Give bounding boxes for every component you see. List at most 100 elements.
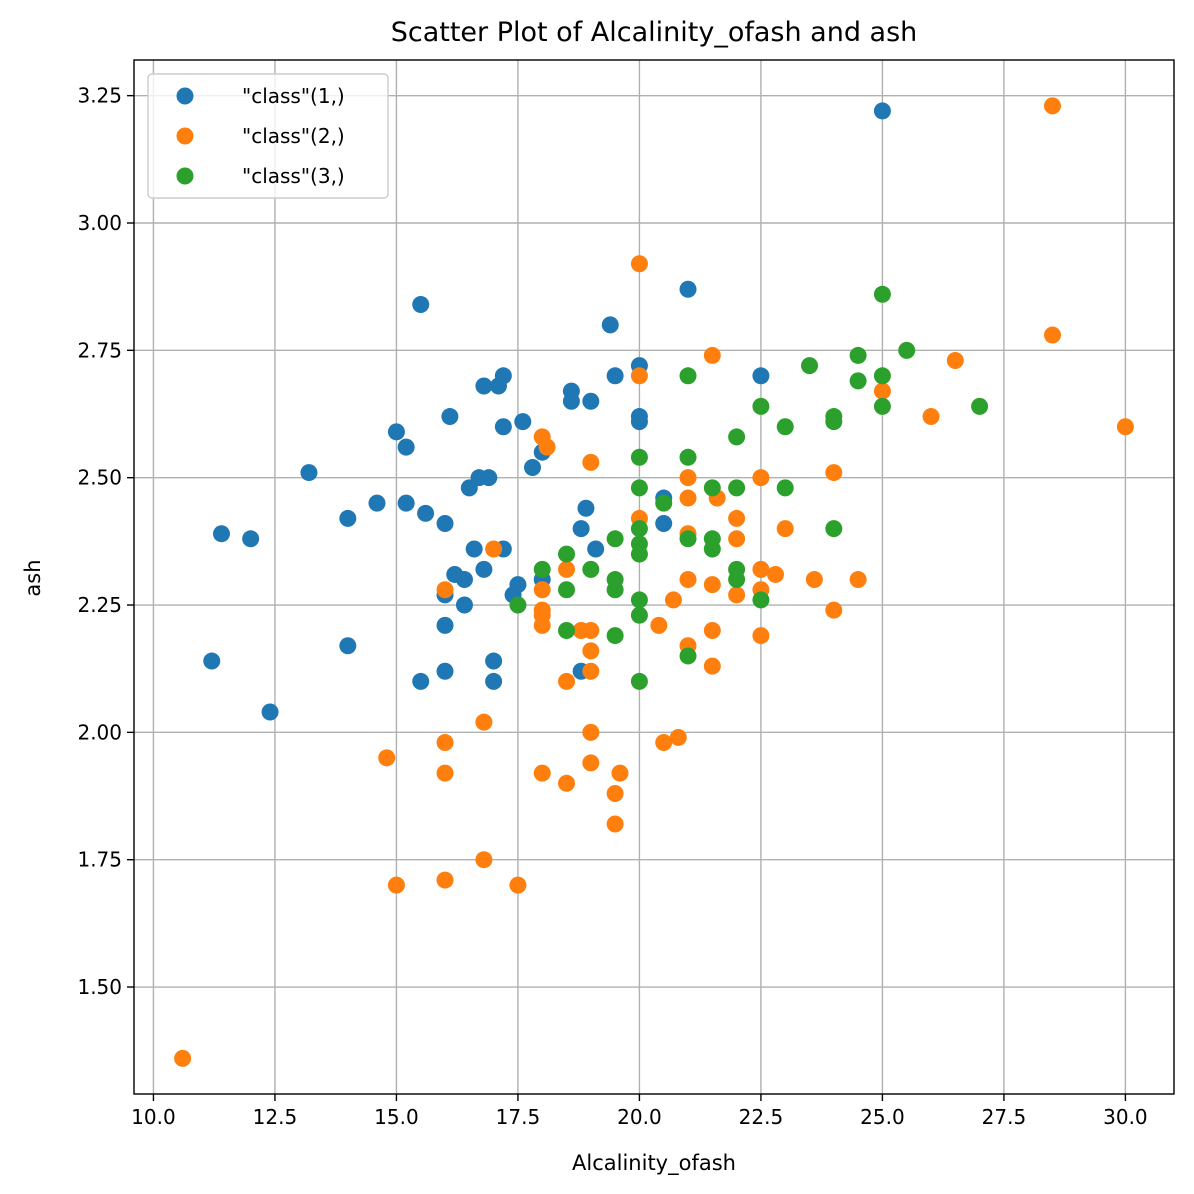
data-point [946,352,964,370]
data-point [664,591,682,609]
data-point [728,428,746,446]
data-point [417,504,435,522]
data-point [436,616,454,634]
data-point [387,876,405,894]
data-point [679,367,697,385]
data-point [212,525,230,543]
data-point [703,657,721,675]
data-point [630,545,648,563]
data-point [397,438,415,456]
data-point [558,581,576,599]
data-point [873,397,891,415]
plot-frame [133,59,1175,1095]
y-tick-label: 2.00 [77,720,122,744]
data-point [655,515,673,533]
data-point [703,576,721,594]
data-point [558,545,576,563]
data-point [533,764,551,782]
legend-label: "class"(2,) [242,124,345,148]
data-point [606,784,624,802]
data-point [679,280,697,298]
data-point [752,367,770,385]
data-point [703,479,721,497]
data-point [776,479,794,497]
data-point [475,377,493,395]
data-point [480,469,498,487]
data-point [655,494,673,512]
data-point [509,596,527,614]
y-axis-ticks: 1.50 1.75 2.00 2.25 2.50 2.75 3.00 3.25 [77,84,134,999]
x-tick-label: 17.5 [496,1105,541,1129]
y-axis-label: ash [21,559,45,596]
data-points [174,97,1134,1067]
data-point [562,392,580,410]
data-point [873,367,891,385]
data-point [436,764,454,782]
data-point [728,509,746,527]
data-point [538,438,556,456]
data-point [679,469,697,487]
data-point [611,764,629,782]
data-point [524,458,542,476]
data-point [825,601,843,619]
data-point [728,571,746,589]
data-point [679,489,697,507]
series-1-points [203,102,891,721]
legend-box [147,73,389,199]
data-point [606,581,624,599]
data-point [703,621,721,639]
x-tick-label: 20.0 [617,1105,662,1129]
data-point [630,591,648,609]
data-point [606,815,624,833]
data-point [387,423,405,441]
data-point [679,530,697,548]
y-tick-label: 2.50 [77,466,122,490]
data-point [514,413,532,431]
data-point [572,520,590,538]
data-point [728,586,746,604]
data-point [455,571,473,589]
y-tick-label: 1.75 [77,848,122,872]
data-point [436,581,454,599]
data-point [378,749,396,767]
data-point [582,662,600,680]
data-point [339,509,357,527]
data-point [261,703,279,721]
data-point [825,520,843,538]
data-point [703,346,721,364]
data-point [582,453,600,471]
x-axis-ticks: 10.0 12.5 15.0 17.5 20.0 22.5 25.0 27.5 30.0 [131,1094,1148,1129]
legend-marker [176,127,194,145]
data-point [582,642,600,660]
data-point [873,382,891,400]
data-point [485,540,503,558]
data-point [577,499,595,517]
x-tick-label: 12.5 [253,1105,298,1129]
data-point [630,367,648,385]
data-point [776,418,794,436]
data-point [898,341,916,359]
series-3-points [509,285,989,690]
data-point [630,606,648,624]
data-point [436,515,454,533]
x-tick-label: 10.0 [131,1105,176,1129]
data-point [412,672,430,690]
y-tick-label: 3.00 [77,211,122,235]
data-point [558,621,576,639]
legend-marker [176,167,194,185]
data-point [1116,418,1134,436]
data-point [630,520,648,538]
data-point [465,540,483,558]
data-point [460,479,478,497]
data-point [1044,326,1062,344]
data-point [533,560,551,578]
data-point [752,560,770,578]
data-point [606,627,624,645]
data-point [582,754,600,772]
x-axis-label: Alcalinity_ofash [572,1151,736,1176]
data-point [679,647,697,665]
data-point [669,728,687,746]
data-point [679,571,697,589]
data-point [582,621,600,639]
